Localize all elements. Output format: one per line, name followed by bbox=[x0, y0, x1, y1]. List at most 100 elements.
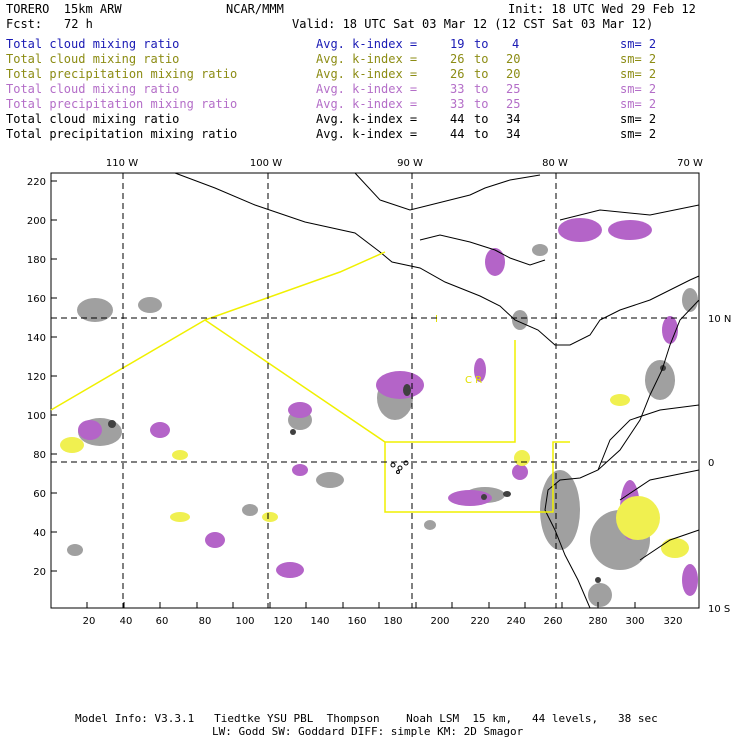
legend-stat: Avg. k-index = bbox=[316, 97, 418, 111]
legend-from: 19 bbox=[450, 37, 465, 51]
legend-row: Total cloud mixing ratio Avg. k-index = … bbox=[6, 52, 736, 67]
legend-field: Total cloud mixing ratio bbox=[6, 82, 180, 96]
legend-from: 33 bbox=[450, 82, 465, 96]
x-tick-label: 100 bbox=[235, 616, 254, 627]
region-label: C R bbox=[465, 375, 482, 386]
x-tick-label: 120 bbox=[273, 616, 292, 627]
legend-sm: sm= 2 bbox=[620, 82, 657, 96]
legend-stat: Avg. k-index = bbox=[316, 127, 418, 141]
x-tick-label: 220 bbox=[470, 616, 489, 627]
legend-to-word: to bbox=[474, 82, 489, 96]
model-info: Model Info: V3.3.1 Tiedtke YSU PBL Thomp… bbox=[75, 712, 658, 725]
lat-label: 0 bbox=[708, 458, 714, 469]
lat-lon-grid bbox=[51, 173, 699, 608]
forecast-hour: 72 h bbox=[64, 17, 93, 31]
legend-sm: sm= 2 bbox=[620, 97, 657, 111]
legend-from: 33 bbox=[450, 97, 465, 111]
legend-to-word: to bbox=[474, 37, 489, 51]
y-tick-labels: 220 200 180 160 140 120 100 80 60 40 20 bbox=[27, 177, 46, 578]
legend-row: Total precipitation mixing ratio Avg. k-… bbox=[6, 67, 736, 82]
lon-label: 70 W bbox=[677, 158, 703, 169]
coastline bbox=[174, 172, 700, 609]
legend-sm: sm= 2 bbox=[620, 52, 657, 66]
y-tick-marks bbox=[51, 180, 57, 572]
model-title: TORERO 15km ARW bbox=[6, 2, 122, 16]
y-tick-label: 40 bbox=[33, 528, 46, 539]
legend-sm: sm= 2 bbox=[620, 67, 657, 81]
init-time: Init: 18 UTC Wed 29 Feb 12 bbox=[508, 2, 696, 16]
legend-stat: Avg. k-index = bbox=[316, 82, 418, 96]
x-tick-label: 200 bbox=[430, 616, 449, 627]
forecast-label: Fcst: bbox=[6, 17, 43, 31]
physics-info: LW: Godd SW: Goddard DIFF: simple KM: 2D… bbox=[212, 725, 524, 738]
legend-row: Total precipitation mixing ratio Avg. k-… bbox=[6, 97, 736, 112]
y-tick-label: 220 bbox=[27, 177, 46, 188]
cloud-field-gray bbox=[67, 244, 698, 607]
legend-to: 34 bbox=[506, 127, 521, 141]
legend-to-word: to bbox=[474, 97, 489, 111]
x-tick-label: 180 bbox=[383, 616, 402, 627]
legend-to: 25 bbox=[506, 97, 521, 111]
y-tick-label: 200 bbox=[27, 216, 46, 227]
x-tick-label: 40 bbox=[120, 616, 133, 627]
legend-stat: Avg. k-index = bbox=[316, 37, 418, 51]
x-tick-label: 280 bbox=[588, 616, 607, 627]
weather-map: 110 W 100 W 90 W 80 W 70 W bbox=[27, 158, 731, 627]
x-tick-label: 140 bbox=[310, 616, 329, 627]
y-tick-label: 100 bbox=[27, 411, 46, 422]
x-tick-label: 320 bbox=[663, 616, 682, 627]
y-tick-label: 20 bbox=[33, 567, 46, 578]
x-tick-label: 300 bbox=[625, 616, 644, 627]
x-tick-label: 80 bbox=[199, 616, 212, 627]
legend-sm: sm= 2 bbox=[620, 37, 657, 51]
legend-field: Total cloud mixing ratio bbox=[6, 112, 180, 126]
legend-field: Total precipitation mixing ratio bbox=[6, 97, 238, 111]
legend-from: 44 bbox=[450, 112, 465, 126]
x-tick-labels: 20 40 60 80 100 120 140 160 180 200 220 … bbox=[83, 616, 683, 627]
x-tick-label: 60 bbox=[156, 616, 169, 627]
legend-field: Total precipitation mixing ratio bbox=[6, 67, 238, 81]
lat-label: 10 S bbox=[708, 604, 730, 615]
legend-sm: sm= 2 bbox=[620, 127, 657, 141]
y-tick-label: 120 bbox=[27, 372, 46, 383]
lon-label: 90 W bbox=[397, 158, 423, 169]
legend-to-word: to bbox=[474, 112, 489, 126]
y-tick-label: 160 bbox=[27, 294, 46, 305]
region-label-small: I bbox=[435, 314, 438, 325]
legend-row: Total precipitation mixing ratio Avg. k-… bbox=[6, 127, 736, 142]
legend-row: Total cloud mixing ratio Avg. k-index = … bbox=[6, 112, 736, 127]
legend-from: 26 bbox=[450, 67, 465, 81]
legend-stat: Avg. k-index = bbox=[316, 112, 418, 126]
legend-from: 44 bbox=[450, 127, 465, 141]
center-label: NCAR/MMM bbox=[226, 2, 284, 16]
legend-stat: Avg. k-index = bbox=[316, 67, 418, 81]
legend-field: Total cloud mixing ratio bbox=[6, 52, 180, 66]
legend-to-word: to bbox=[474, 67, 489, 81]
legend-field: Total cloud mixing ratio bbox=[6, 37, 180, 51]
x-tick-marks bbox=[86, 602, 636, 608]
x-tick-label: 20 bbox=[83, 616, 96, 627]
lon-label: 100 W bbox=[250, 158, 282, 169]
legend-sm: sm= 2 bbox=[620, 112, 657, 126]
legend-field: Total precipitation mixing ratio bbox=[6, 127, 238, 141]
legend-row: Total cloud mixing ratio Avg. k-index = … bbox=[6, 82, 736, 97]
y-tick-label: 60 bbox=[33, 489, 46, 500]
x-tick-label: 260 bbox=[543, 616, 562, 627]
legend-to: 4 bbox=[512, 37, 520, 51]
legend-stat: Avg. k-index = bbox=[316, 52, 418, 66]
galapagos-islands bbox=[390, 460, 409, 474]
y-tick-label: 80 bbox=[33, 450, 46, 461]
x-tick-label: 160 bbox=[347, 616, 366, 627]
region-boxes bbox=[50, 251, 570, 513]
legend-to: 20 bbox=[506, 52, 521, 66]
lat-label: 10 N bbox=[708, 314, 731, 325]
legend-row: Total cloud mixing ratio Avg. k-index = … bbox=[6, 37, 736, 52]
cloud-field-dark bbox=[108, 365, 666, 583]
legend-to: 34 bbox=[506, 112, 521, 126]
valid-time: Valid: 18 UTC Sat 03 Mar 12 (12 CST Sat … bbox=[292, 17, 654, 31]
y-tick-label: 140 bbox=[27, 333, 46, 344]
legend-to-word: to bbox=[474, 52, 489, 66]
lon-label: 80 W bbox=[542, 158, 568, 169]
y-tick-label: 180 bbox=[27, 255, 46, 266]
x-tick-label: 240 bbox=[506, 616, 525, 627]
